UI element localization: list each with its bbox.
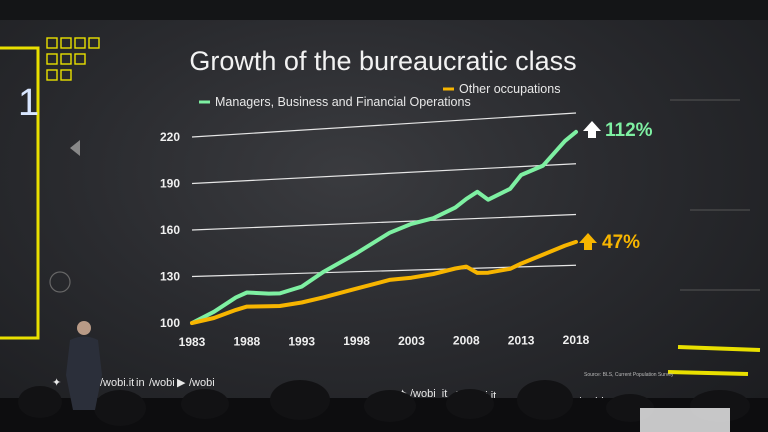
social-handles-left: ✦ f /wobi.it in /wobi ▶ /wobi	[52, 377, 215, 389]
pct-label-other: 47%	[602, 232, 640, 253]
gridline	[191, 112, 577, 138]
y-tick-label: 190	[160, 177, 180, 191]
social-handle-youtube: /wobi	[189, 377, 215, 389]
legend-label-managers: Managers, Business and Financial Operati…	[215, 95, 471, 109]
x-tick-label: 1993	[288, 334, 315, 348]
end-label-other: 47%	[579, 232, 640, 253]
legend: Managers, Business and Financial Operati…	[199, 82, 560, 109]
x-tick-label: 1983	[179, 335, 206, 349]
y-tick-label: 100	[160, 316, 180, 330]
x-tick-label: 2013	[508, 333, 535, 347]
x-tick-label: 1998	[343, 334, 370, 348]
end-label-managers: 112%	[583, 120, 653, 141]
source-note: Source: BLS, Current Population Survey	[584, 372, 674, 378]
y-axis-ticks: 100 130 160 190 220	[160, 130, 180, 330]
arrow-up-icon	[583, 121, 601, 138]
circle-deco-icon	[49, 271, 71, 293]
stage-furniture	[640, 408, 730, 432]
accent-line-1	[677, 345, 761, 352]
audience-silhouettes	[0, 380, 768, 432]
accent-line-2	[667, 370, 749, 376]
arrow-up-icon	[579, 233, 597, 250]
y-tick-label: 130	[160, 270, 180, 284]
grid-squares-icon	[46, 37, 100, 81]
y-tick-label: 160	[160, 223, 180, 237]
y-tick-label: 220	[160, 130, 180, 144]
slide-number-frame	[0, 46, 40, 340]
slide-number: 1	[18, 82, 39, 124]
series-line-managers	[190, 129, 578, 325]
twitter-icon: ✦	[52, 377, 61, 389]
speaker-suit	[66, 336, 102, 410]
social-handle-linkedin: /wobi	[149, 377, 175, 389]
linkedin-icon: in	[136, 377, 145, 389]
social-handle-facebook: /wobi.it	[100, 377, 134, 389]
gridline	[191, 213, 577, 231]
ceiling-band	[0, 0, 768, 20]
x-tick-label: 1988	[234, 335, 261, 349]
x-tick-label: 2018	[563, 333, 590, 347]
social-handle-twitter: /wobi_it	[410, 388, 447, 400]
pct-label-managers: 112%	[605, 120, 653, 141]
series-lines	[190, 129, 578, 325]
series-line-other	[190, 239, 578, 325]
gridline	[191, 163, 577, 185]
tech-lines-deco	[670, 99, 760, 291]
x-tick-label: 2003	[398, 334, 425, 348]
legend-label-other: Other occupations	[459, 82, 560, 96]
speaker-head	[77, 321, 91, 335]
chart-title: Growth of the bureaucratic class	[189, 46, 576, 76]
x-tick-label: 2008	[453, 334, 480, 348]
x-axis-ticks: 1983 1988 1993 1998 2003 2008 2013 2018	[179, 333, 590, 349]
youtube-icon: ▶	[177, 377, 186, 389]
arrow-left-icon	[70, 140, 80, 156]
